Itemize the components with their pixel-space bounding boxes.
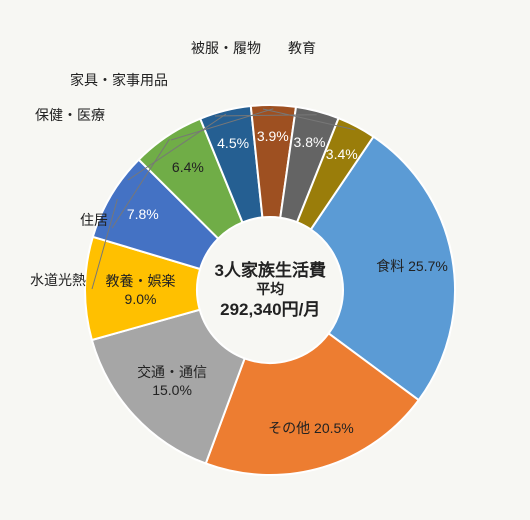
expense-pie-chart: 3人家族生活費 平均 292,340円/月 食料 25.7%その他 20.5%交… — [0, 0, 530, 520]
pie-svg — [0, 0, 530, 520]
